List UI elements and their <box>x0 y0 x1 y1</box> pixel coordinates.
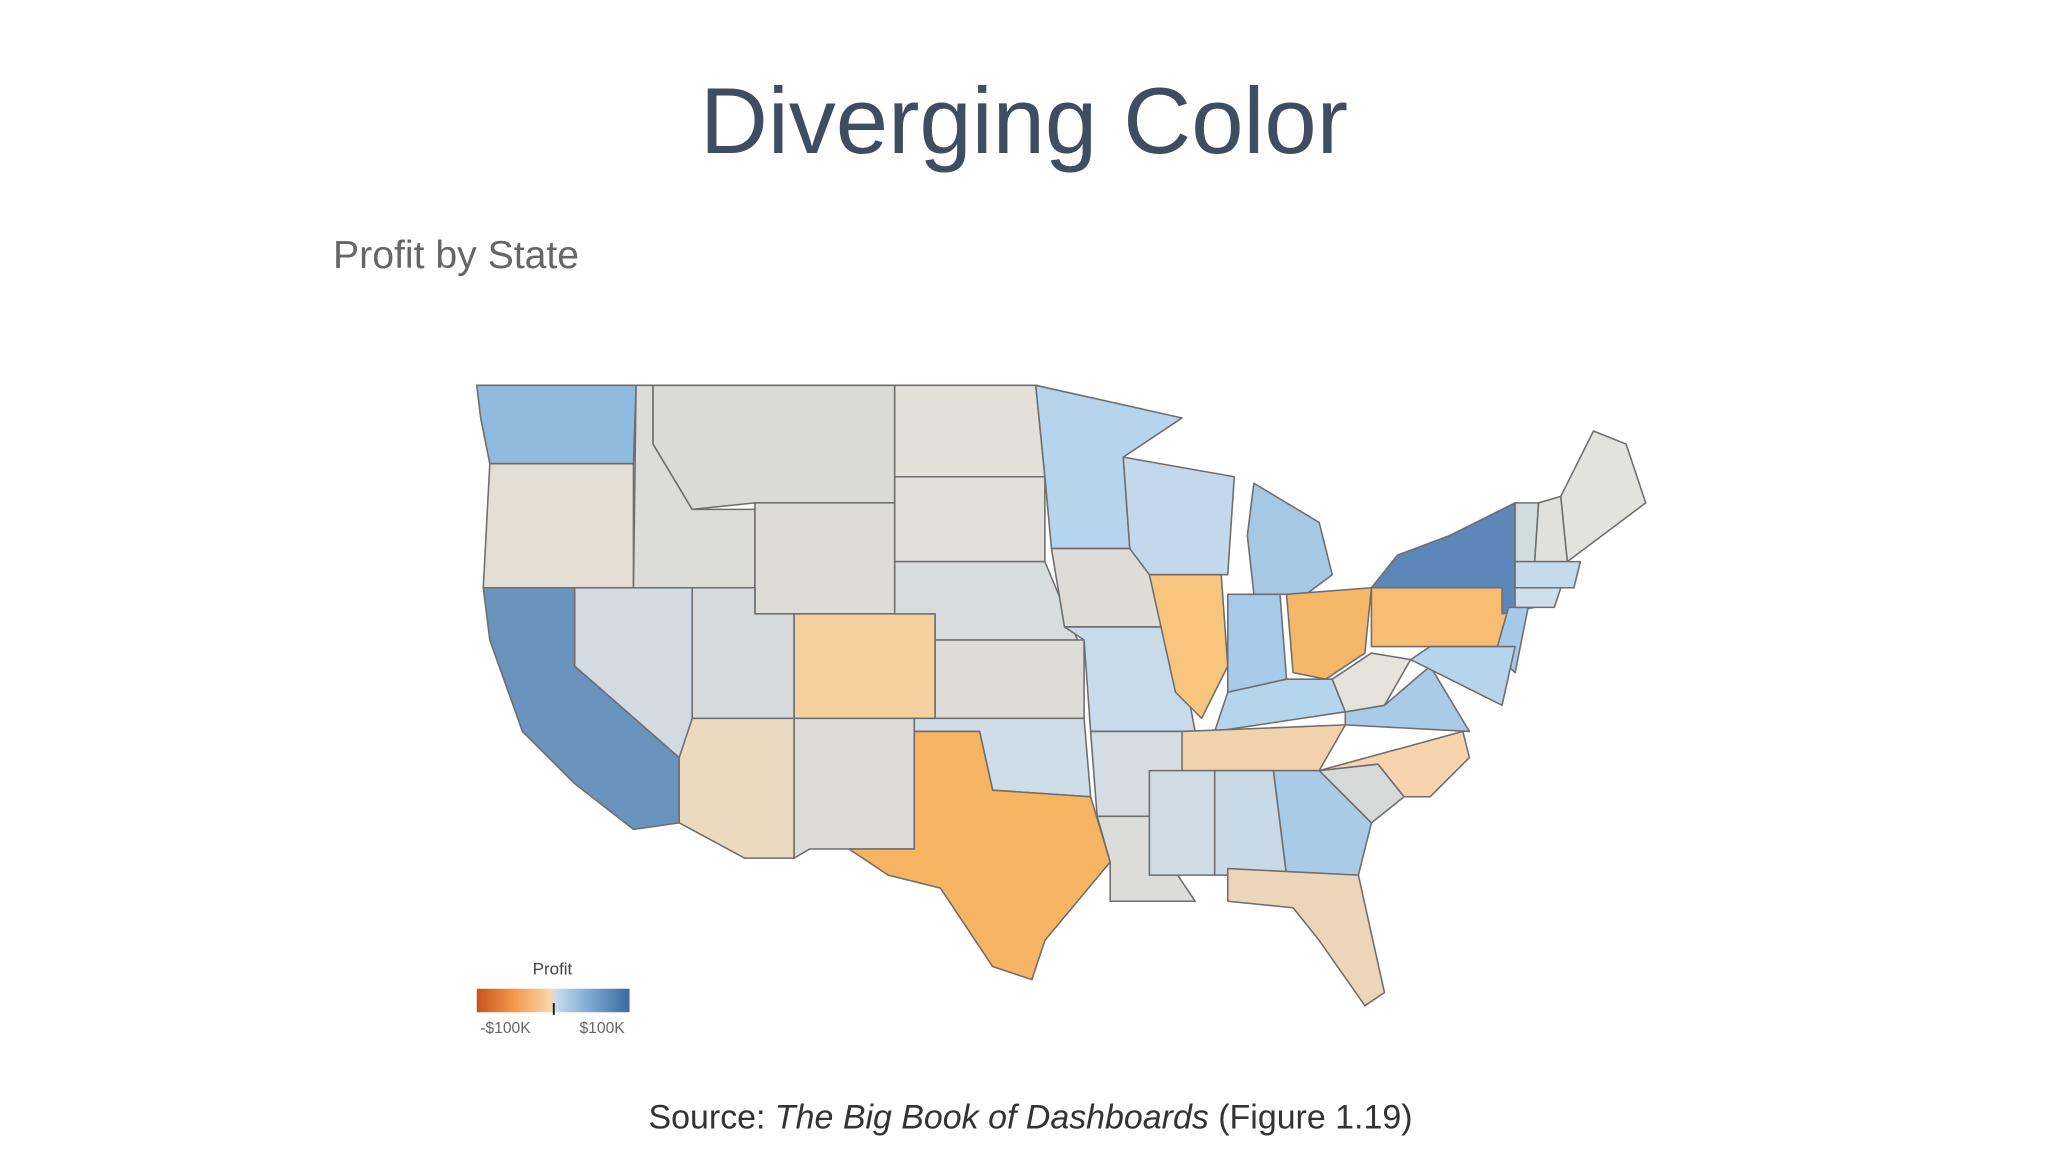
state <box>754 502 896 615</box>
state <box>1331 652 1412 713</box>
state <box>1285 586 1373 680</box>
state <box>1272 769 1373 876</box>
state <box>793 613 936 720</box>
legend-gradient <box>476 988 630 1013</box>
state <box>1246 482 1334 596</box>
source-prefix: Source: <box>649 1098 775 1136</box>
state <box>1560 430 1647 563</box>
state <box>1226 867 1386 1007</box>
map-title: Profit by State <box>333 234 579 277</box>
source: Source: The Big Book of Dashboards (Figu… <box>649 1098 1413 1136</box>
legend-max-label: $100K <box>579 1020 625 1037</box>
source-suffix: (Figure 1.19) <box>1209 1098 1413 1136</box>
state <box>1226 593 1288 694</box>
source-book: The Big Book of Dashboards <box>775 1098 1209 1136</box>
state <box>1370 586 1516 648</box>
state <box>893 475 1046 563</box>
state <box>1514 586 1562 609</box>
state <box>934 639 1085 720</box>
state <box>1148 769 1216 876</box>
state <box>1148 573 1229 720</box>
legend-min-label: -$100K <box>480 1020 531 1037</box>
slide-title: Diverging Color <box>700 68 1348 173</box>
state <box>893 384 1046 478</box>
state <box>482 462 635 589</box>
state <box>1409 645 1516 707</box>
state <box>1514 560 1582 589</box>
state <box>475 384 637 465</box>
state <box>1181 724 1347 772</box>
legend: Profit -$100K $100K <box>476 959 630 1037</box>
state <box>848 730 1111 981</box>
state <box>1122 456 1236 576</box>
state <box>793 717 916 859</box>
state <box>652 384 896 511</box>
us-map <box>475 384 1647 1007</box>
legend-title: Profit <box>533 959 573 978</box>
state <box>678 717 795 859</box>
